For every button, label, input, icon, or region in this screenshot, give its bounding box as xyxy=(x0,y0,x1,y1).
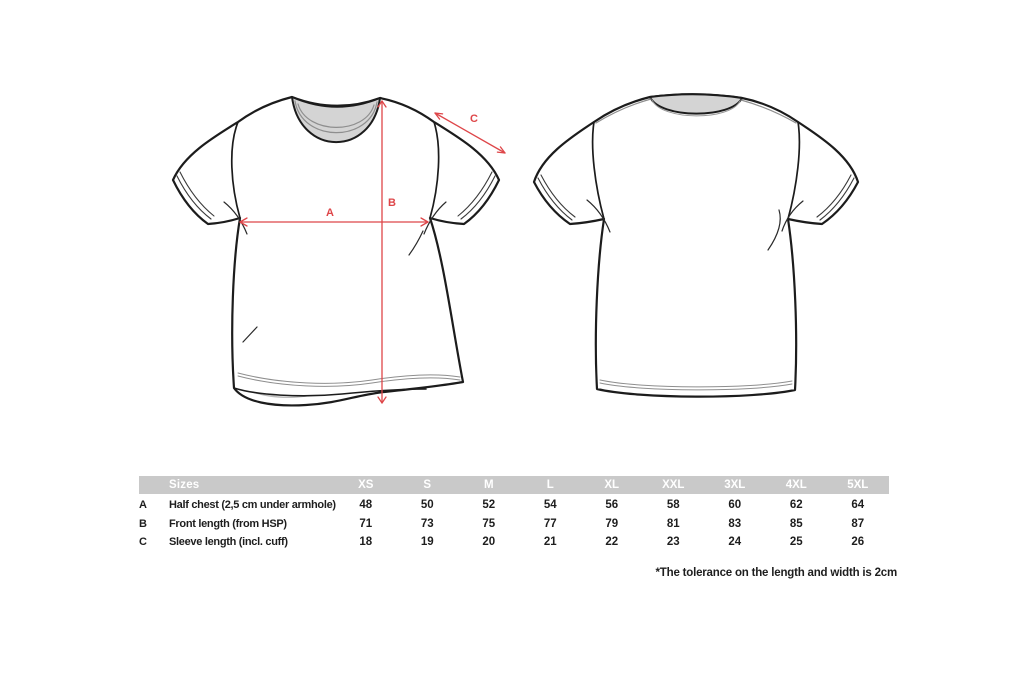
front-collar xyxy=(291,96,381,144)
size-col-xxl: XXL xyxy=(662,479,685,491)
row-head: B Front length (from HSP) xyxy=(139,518,335,530)
size-value: 18 xyxy=(359,536,373,549)
front-cuff-stitching xyxy=(176,171,496,220)
tolerance-footnote: *The tolerance on the length and width i… xyxy=(655,567,898,579)
front-wrinkles xyxy=(223,201,447,343)
size-value: 87 xyxy=(851,517,865,530)
row-letter: B xyxy=(139,517,147,530)
measure-label-b: B xyxy=(388,197,396,209)
size-value: 60 xyxy=(728,499,742,512)
size-value: 26 xyxy=(851,536,865,549)
back-armhole-seams xyxy=(591,121,801,220)
table-row-front-length: B Front length (from HSP) 71 73 75 77 79… xyxy=(139,515,889,534)
row-label: Sleeve length (incl. cuff) xyxy=(169,536,288,549)
size-value: 50 xyxy=(420,499,434,512)
row-head: C Sleeve length (incl. cuff) xyxy=(139,536,335,548)
size-col-xl: XL xyxy=(604,479,620,491)
row-letter: C xyxy=(139,536,147,549)
back-collar xyxy=(649,93,743,117)
tshirt-front-diagram: A B C xyxy=(171,95,506,407)
size-value: 73 xyxy=(420,517,434,530)
row-label: Front length (from HSP) xyxy=(169,517,287,530)
size-value: 48 xyxy=(359,499,373,512)
size-value: 25 xyxy=(789,536,803,549)
measure-label-c: C xyxy=(470,113,478,125)
measure-line-a xyxy=(239,217,429,227)
size-value: 85 xyxy=(789,517,803,530)
size-table-header: Sizes XS S M L XL XXL 3XL 4XL 5XL xyxy=(139,476,889,494)
size-value: 20 xyxy=(482,536,496,549)
size-value: 54 xyxy=(543,499,557,512)
size-col-s: S xyxy=(423,479,432,491)
size-col-5xl: 5XL xyxy=(847,479,869,491)
measure-line-b xyxy=(377,100,387,404)
size-value: 23 xyxy=(666,536,680,549)
measure-label-a: A xyxy=(326,207,334,219)
front-armhole-seams xyxy=(230,121,440,219)
measure-arrow-c xyxy=(434,112,506,154)
row-head: A Half chest (2,5 cm under armhole) xyxy=(139,499,336,512)
table-row-sleeve-length: C Sleeve length (incl. cuff) 18 19 20 21… xyxy=(139,533,889,552)
size-value: 79 xyxy=(605,517,619,530)
size-value: 71 xyxy=(359,517,373,530)
size-value: 64 xyxy=(851,499,865,512)
back-wrinkles xyxy=(586,199,804,251)
row-label: Half chest (2,5 cm under armhole) xyxy=(169,499,336,512)
size-col-xs: XS xyxy=(358,479,374,491)
size-table: Sizes XS S M L XL XXL 3XL 4XL 5XL A Half… xyxy=(139,476,889,552)
size-col-3xl: 3XL xyxy=(724,479,746,491)
size-value: 77 xyxy=(543,517,557,530)
back-body-outline xyxy=(532,93,860,398)
measurement-overlay: A B C xyxy=(239,100,506,404)
size-value: 21 xyxy=(543,536,557,549)
tshirt-back-diagram xyxy=(532,93,860,398)
front-body-outline xyxy=(171,95,501,407)
back-cuff-stitching xyxy=(537,174,855,221)
size-value: 19 xyxy=(420,536,434,549)
size-value: 75 xyxy=(482,517,496,530)
size-col-m: M xyxy=(483,479,494,491)
size-col-4xl: 4XL xyxy=(785,479,807,491)
row-letter: A xyxy=(139,499,147,512)
size-value: 52 xyxy=(482,499,496,512)
size-value: 83 xyxy=(728,517,742,530)
front-hem-stitching xyxy=(233,372,461,399)
size-value: 56 xyxy=(605,499,619,512)
table-row-half-chest: A Half chest (2,5 cm under armhole) 48 5… xyxy=(139,496,889,515)
size-value: 58 xyxy=(666,499,680,512)
size-value: 62 xyxy=(789,499,803,512)
back-shoulder-seams xyxy=(595,98,797,124)
size-col-l: L xyxy=(546,479,554,491)
size-table-body: A Half chest (2,5 cm under armhole) 48 5… xyxy=(139,496,889,552)
sizes-header-label: Sizes xyxy=(169,479,200,491)
back-hem-stitching xyxy=(599,379,793,391)
size-value: 22 xyxy=(605,536,619,549)
size-value: 81 xyxy=(666,517,680,530)
size-value: 24 xyxy=(728,536,742,549)
